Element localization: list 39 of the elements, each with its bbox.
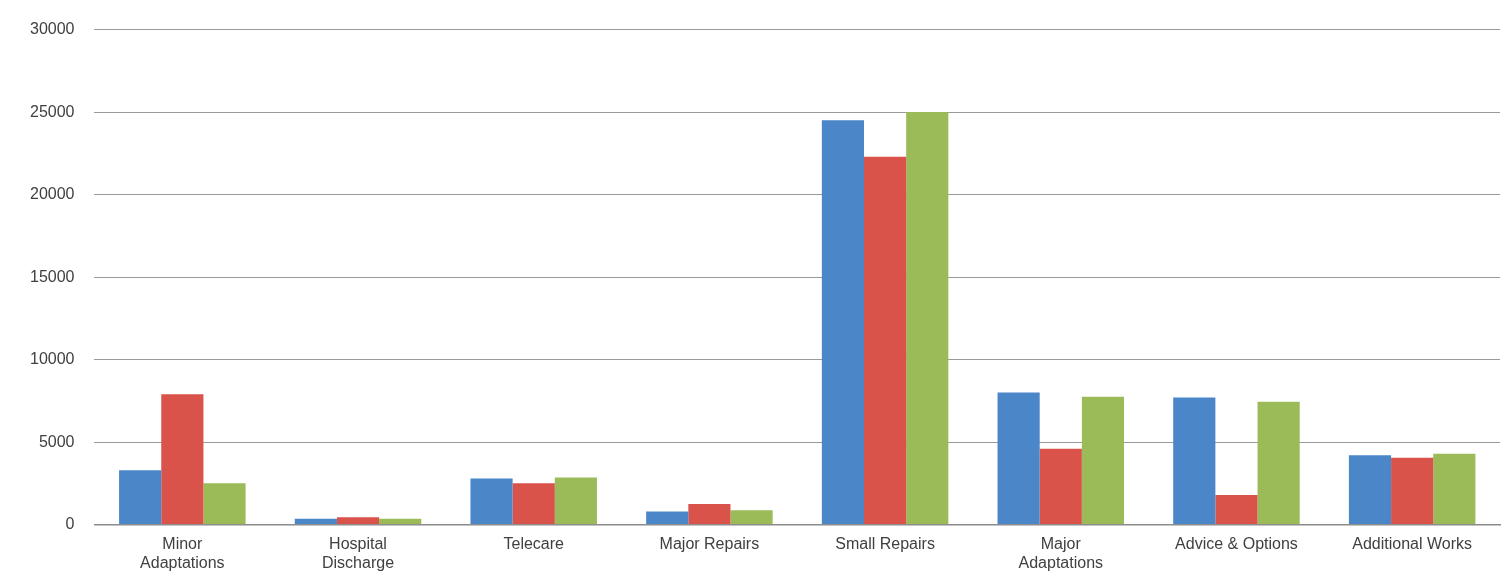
bar [730,510,773,525]
bar [336,517,380,525]
x-tick-label: Small Repairs [835,534,935,552]
bar [512,483,555,525]
bar [203,483,246,525]
bar [688,503,731,525]
bar [1391,457,1434,525]
bar [1215,494,1258,525]
y-tick-label: 10000 [29,350,75,368]
bar [1081,396,1125,525]
x-tick-label: Minor Adaptations [140,534,225,571]
x-tick-label: Major Repairs [659,534,760,552]
bar [379,518,422,525]
x-tick-label: Telecare [503,534,565,552]
y-tick-label: 15000 [29,267,75,285]
y-tick-label: 5000 [38,432,75,450]
bar [119,470,162,525]
y-tick-label: 25000 [29,102,75,120]
bar [1433,453,1476,525]
bar [997,392,1040,525]
bar [1257,401,1300,525]
y-tick-label: 30000 [29,20,75,38]
bar [1039,448,1082,525]
y-tick-label: 0 [65,515,75,533]
bar [1173,397,1216,525]
y-tick-label: 20000 [29,185,75,203]
bar [161,394,204,525]
bar [470,478,513,525]
x-tick-label: Hospital Discharge [322,534,395,571]
bar [821,120,865,525]
bar [864,156,907,525]
x-tick-label: Major Adaptations [1018,534,1104,571]
bar [906,112,949,525]
bar [554,477,597,525]
x-tick-label: Advice & Options [1175,534,1298,552]
bar [646,511,689,525]
bar [294,518,337,525]
x-tick-label: Additional Works [1352,534,1473,552]
bar [1348,455,1392,525]
